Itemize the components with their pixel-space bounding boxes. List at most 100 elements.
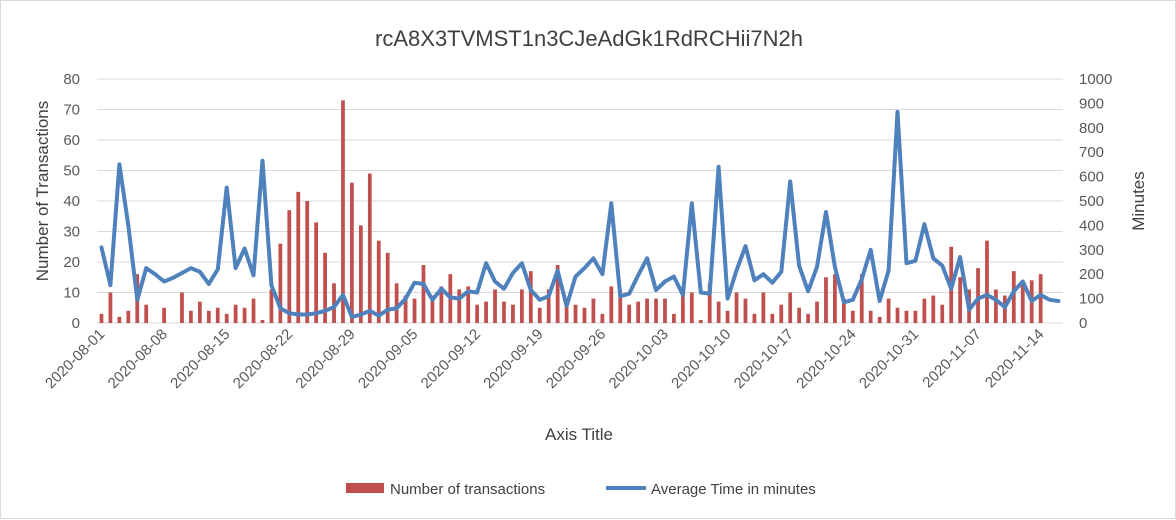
bar <box>466 286 471 323</box>
bar <box>868 310 873 323</box>
bar <box>332 283 336 323</box>
bar <box>144 304 149 323</box>
bar <box>233 304 238 323</box>
bar <box>189 310 193 323</box>
bar <box>725 310 730 323</box>
bar <box>314 222 319 323</box>
bar <box>564 298 569 323</box>
left-axis-ticks: 0 10 20 30 40 50 60 70 80 <box>63 71 80 332</box>
average-time-line <box>99 109 1061 319</box>
bar <box>224 313 229 323</box>
chart-title: rcA8X3TVMST1n3CJeAdGk1RdRCHii7N2h <box>375 26 803 51</box>
y2-tick-label: 600 <box>1079 169 1104 186</box>
y2-tick-label: 900 <box>1079 95 1104 112</box>
bar <box>484 301 488 323</box>
bar <box>260 319 265 323</box>
bar <box>833 274 837 323</box>
bar <box>877 316 882 323</box>
bar <box>296 191 301 323</box>
x-tick-label: 2020-09-05 <box>355 326 421 392</box>
bar <box>716 301 721 323</box>
bar <box>645 298 649 323</box>
x-tick-label: 2020-11-14 <box>982 326 1047 391</box>
bar <box>215 307 220 323</box>
bar <box>403 295 408 323</box>
legend: Number of transactions Average Time in m… <box>346 481 816 498</box>
bar <box>421 265 426 323</box>
bar <box>940 304 945 323</box>
y-tick-label: 50 <box>63 163 80 180</box>
y-tick-label: 10 <box>63 285 80 302</box>
gridlines <box>97 78 1063 324</box>
bar <box>689 292 694 323</box>
y2-tick-label: 800 <box>1079 120 1104 137</box>
bar <box>788 292 793 323</box>
x-tick-label: 2020-08-01 <box>42 326 108 392</box>
bar <box>546 289 551 323</box>
bar <box>278 243 283 323</box>
bar <box>287 210 292 323</box>
bar <box>126 310 131 323</box>
x-axis-title: Axis Title <box>545 425 613 444</box>
bar <box>707 283 712 323</box>
x-tick-label: 2020-08-22 <box>230 326 296 392</box>
bar <box>698 319 703 323</box>
y-tick-label: 40 <box>63 193 80 210</box>
bar <box>430 295 435 323</box>
bar <box>841 298 846 323</box>
bar <box>412 298 417 323</box>
line-series <box>99 109 1061 319</box>
bar <box>752 313 757 323</box>
bar <box>394 283 399 323</box>
bar <box>493 289 497 323</box>
bar <box>734 292 739 323</box>
y-tick-label: 0 <box>72 315 80 332</box>
bar <box>582 307 587 323</box>
bar <box>511 304 515 323</box>
bar <box>180 292 184 323</box>
x-tick-label: 2020-08-15 <box>167 326 233 392</box>
legend-swatch-bars <box>346 483 384 493</box>
bar <box>636 301 641 323</box>
x-tick-label: 2020-11-07 <box>919 326 984 391</box>
y-tick-label: 20 <box>63 254 80 271</box>
bar <box>672 313 676 323</box>
x-tick-label: 2020-10-31 <box>856 326 922 392</box>
bar <box>162 307 166 323</box>
x-axis-ticks: 2020-08-012020-08-082020-08-152020-08-22… <box>42 326 1047 392</box>
bar <box>1038 274 1043 323</box>
bar <box>502 301 506 323</box>
x-tick-label: 2020-09-19 <box>480 326 546 392</box>
bar <box>519 289 524 323</box>
bar <box>376 240 381 323</box>
bar <box>859 274 864 323</box>
y-tick-label: 80 <box>63 71 80 88</box>
y2-tick-label: 300 <box>1079 242 1104 259</box>
bar <box>761 292 766 323</box>
y2-tick-label: 100 <box>1079 291 1104 308</box>
y2-tick-label: 700 <box>1079 144 1104 161</box>
bar <box>663 298 667 323</box>
bar <box>358 225 363 323</box>
bar <box>305 201 310 323</box>
x-tick-label: 2020-10-24 <box>793 326 859 392</box>
bar <box>1020 283 1025 323</box>
y2-tick-label: 400 <box>1079 217 1104 234</box>
bar <box>779 304 784 323</box>
y-tick-label: 30 <box>63 224 80 241</box>
right-axis-ticks: 0 100 200 300 400 500 600 700 800 900 1000 <box>1079 71 1112 332</box>
bar <box>475 304 480 323</box>
x-tick-label: 2020-10-10 <box>668 326 734 392</box>
y-tick-label: 60 <box>63 132 80 149</box>
bar <box>994 289 998 323</box>
bar-series <box>99 100 1043 323</box>
bar <box>680 295 685 323</box>
bar <box>922 298 927 323</box>
bar <box>439 286 444 323</box>
bar <box>555 265 560 323</box>
bar <box>824 277 828 323</box>
x-tick-label: 2020-10-03 <box>606 326 672 392</box>
x-tick-label: 2020-09-26 <box>543 326 609 392</box>
y2-tick-label: 200 <box>1079 266 1104 283</box>
bar <box>931 295 936 323</box>
